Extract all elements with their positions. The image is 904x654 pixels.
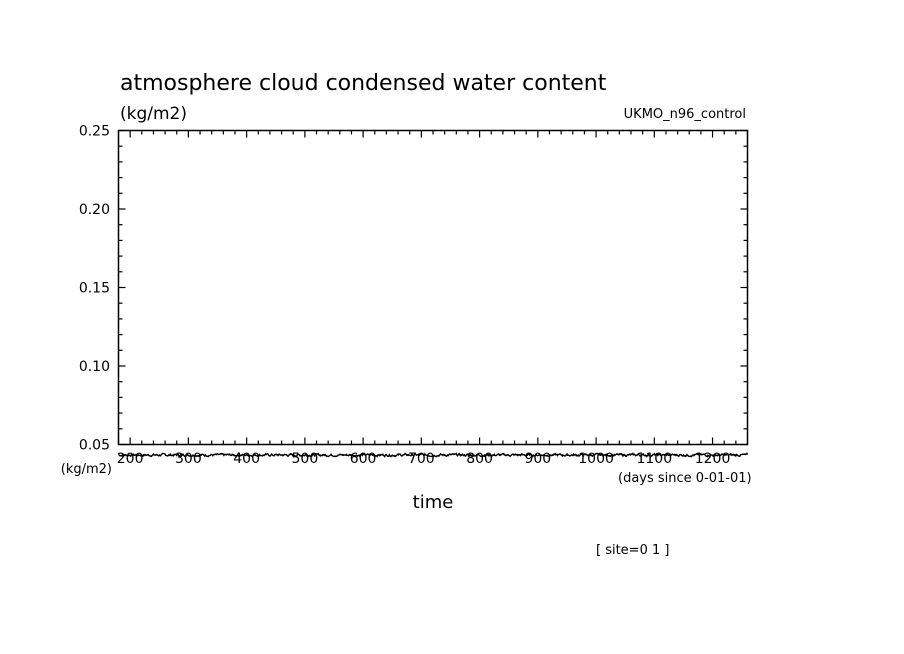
x-tick-label: 400	[233, 451, 260, 467]
x-tick-group: 200 300 400 500 600 700 800 900 1000 1100 1200	[117, 130, 749, 467]
series-line	[118, 452, 749, 458]
y-tick-group: 0.05 0.10 0.15 0.20 0.25	[79, 124, 748, 454]
x-units-label: (days since 0-01-01)	[618, 471, 752, 486]
chart-title: atmosphere cloud condensed water content	[120, 71, 607, 96]
y-tick-label: 0.15	[79, 281, 110, 297]
y-axis-label: (kg/m2)	[120, 104, 187, 124]
x-tick-label: 300	[175, 451, 202, 467]
x-tick-label: 800	[466, 451, 493, 467]
x-tick-label: 1200	[695, 451, 731, 467]
plot-frame	[117, 129, 749, 446]
series-layer	[118, 452, 749, 458]
y-tick-label: 0.10	[79, 359, 110, 375]
x-tick-label: 200	[117, 451, 144, 467]
x-tick-label: 600	[350, 451, 377, 467]
series-units-label: (kg/m2)	[61, 462, 112, 477]
model-label: UKMO_n96_control	[624, 107, 746, 122]
site-label: [ site=0 1 ]	[596, 543, 669, 558]
y-tick-label: 0.25	[79, 124, 110, 140]
x-axis-label: time	[413, 492, 454, 513]
x-tick-label: 500	[292, 451, 319, 467]
y-tick-label: 0.05	[79, 438, 110, 454]
y-tick-label: 0.20	[79, 202, 110, 218]
